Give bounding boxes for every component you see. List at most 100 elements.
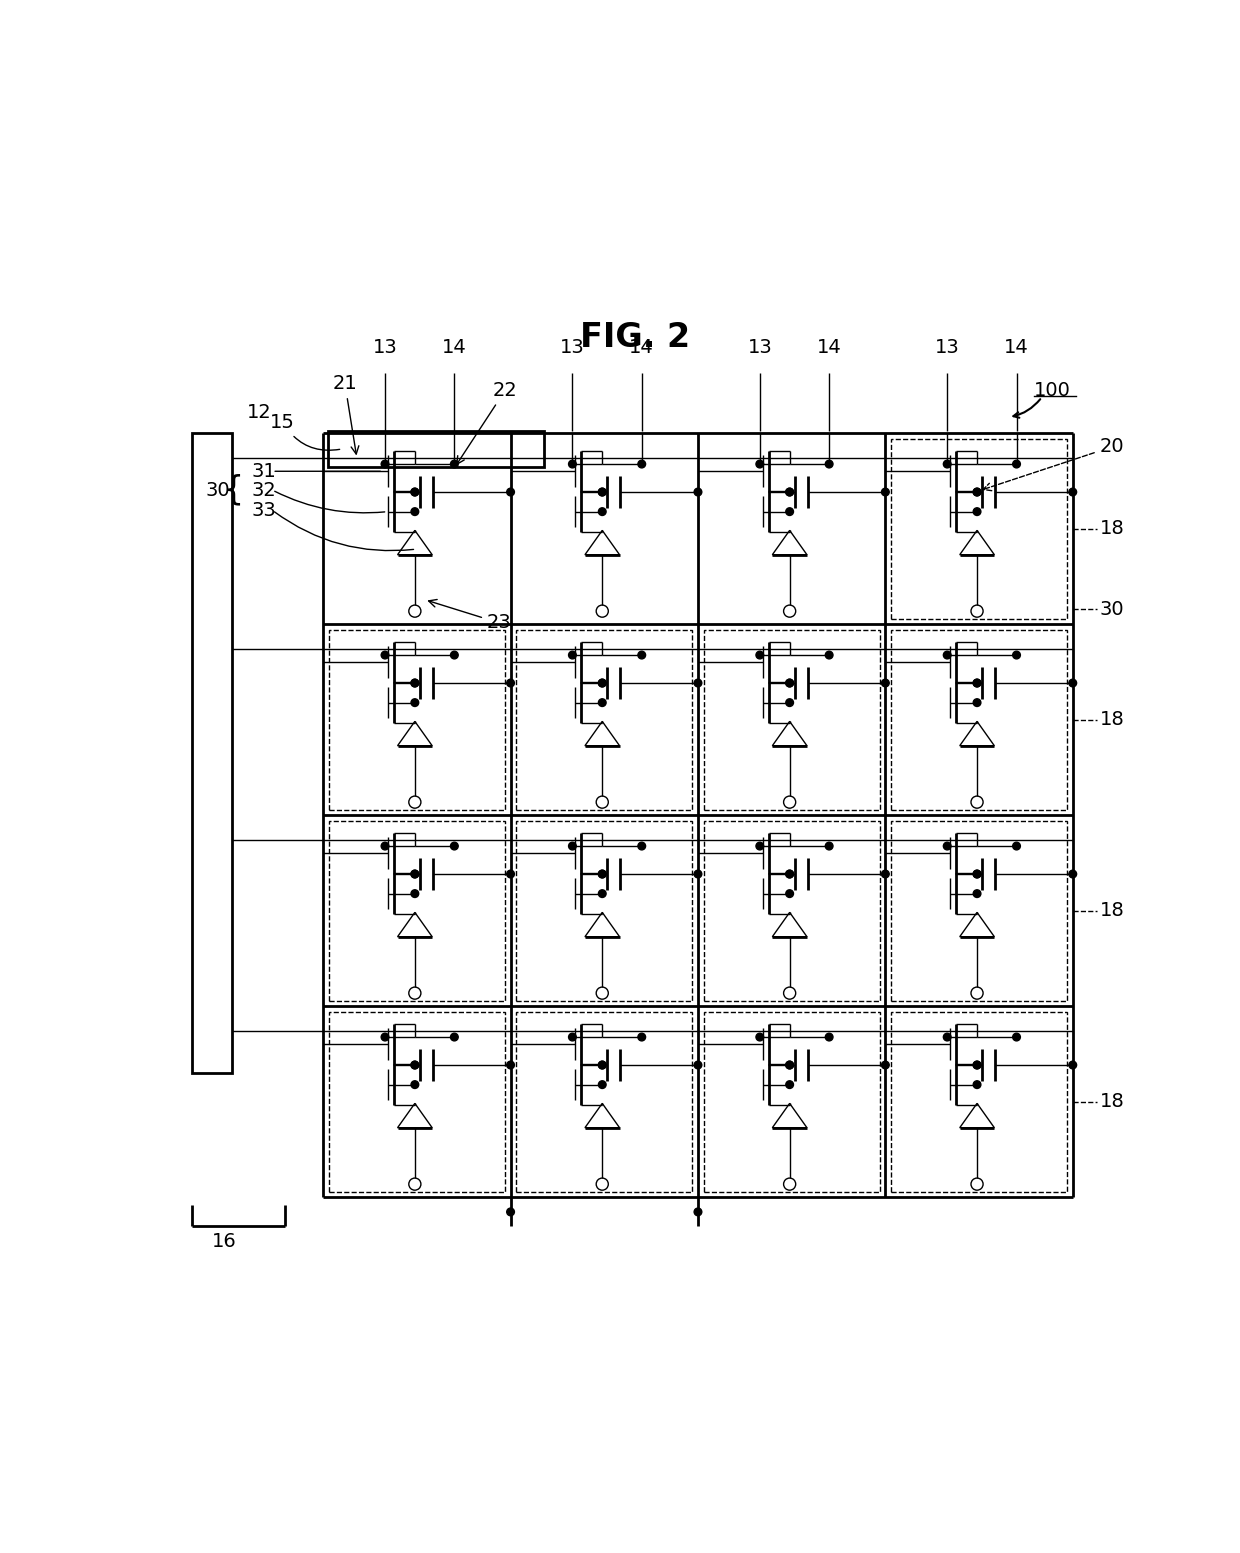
Circle shape — [973, 679, 981, 686]
Text: 18: 18 — [1100, 1092, 1125, 1112]
Text: 30: 30 — [205, 480, 229, 500]
Text: 18: 18 — [1100, 901, 1125, 921]
Circle shape — [599, 870, 606, 877]
Text: 20: 20 — [983, 438, 1125, 491]
Circle shape — [450, 842, 459, 849]
Bar — [892, 439, 1066, 618]
Circle shape — [450, 460, 459, 467]
Circle shape — [410, 870, 419, 877]
Circle shape — [599, 1081, 606, 1089]
Circle shape — [637, 1033, 646, 1041]
Circle shape — [410, 1061, 419, 1068]
Circle shape — [786, 508, 794, 516]
Circle shape — [569, 842, 577, 849]
Circle shape — [410, 1061, 419, 1068]
Circle shape — [786, 1061, 794, 1068]
Text: 22: 22 — [456, 380, 517, 464]
Circle shape — [694, 488, 702, 495]
Circle shape — [826, 842, 833, 849]
Circle shape — [973, 870, 981, 877]
Circle shape — [694, 1061, 702, 1068]
Circle shape — [786, 699, 794, 707]
Text: 16: 16 — [212, 1232, 237, 1252]
Circle shape — [599, 508, 606, 516]
Circle shape — [1069, 679, 1076, 686]
Circle shape — [882, 679, 889, 686]
Circle shape — [1013, 651, 1021, 658]
Bar — [329, 1013, 505, 1191]
Circle shape — [507, 870, 515, 877]
Circle shape — [410, 488, 419, 495]
Bar — [516, 1013, 692, 1191]
Circle shape — [786, 870, 794, 877]
Circle shape — [599, 1061, 606, 1068]
Circle shape — [786, 870, 794, 877]
Bar — [704, 631, 879, 809]
Circle shape — [410, 679, 419, 686]
Circle shape — [786, 890, 794, 898]
Circle shape — [973, 679, 981, 686]
Circle shape — [973, 699, 981, 707]
Circle shape — [637, 651, 646, 658]
Text: 23: 23 — [429, 599, 512, 632]
Circle shape — [786, 1061, 794, 1068]
Circle shape — [1013, 842, 1021, 849]
Text: 13: 13 — [560, 337, 585, 357]
Circle shape — [973, 1061, 981, 1068]
Circle shape — [599, 890, 606, 898]
Circle shape — [381, 651, 389, 658]
Bar — [892, 631, 1066, 809]
Circle shape — [786, 679, 794, 686]
Bar — [704, 1013, 879, 1191]
Circle shape — [410, 488, 419, 495]
Circle shape — [507, 488, 515, 495]
Circle shape — [1069, 1061, 1076, 1068]
Text: 18: 18 — [1100, 711, 1125, 730]
Bar — [191, 433, 232, 1073]
Circle shape — [1013, 460, 1021, 467]
Bar — [704, 822, 879, 1000]
Circle shape — [826, 460, 833, 467]
Bar — [327, 430, 544, 467]
Circle shape — [826, 1033, 833, 1041]
Text: 13: 13 — [748, 337, 773, 357]
Circle shape — [786, 488, 794, 495]
Circle shape — [826, 651, 833, 658]
Text: FIG. 2: FIG. 2 — [580, 321, 691, 354]
Text: 31: 31 — [250, 461, 275, 481]
Circle shape — [786, 679, 794, 686]
Circle shape — [786, 488, 794, 495]
Text: 13: 13 — [373, 337, 397, 357]
Circle shape — [944, 651, 951, 658]
Circle shape — [637, 460, 646, 467]
Text: 18: 18 — [1100, 520, 1125, 539]
Circle shape — [973, 508, 981, 516]
Circle shape — [973, 1061, 981, 1068]
Text: 12: 12 — [247, 402, 272, 422]
Circle shape — [450, 651, 459, 658]
Circle shape — [1013, 1033, 1021, 1041]
Circle shape — [381, 460, 389, 467]
Circle shape — [882, 488, 889, 495]
Circle shape — [410, 699, 419, 707]
Circle shape — [410, 1081, 419, 1089]
Text: 14: 14 — [1004, 337, 1029, 357]
Text: 14: 14 — [817, 337, 842, 357]
Circle shape — [599, 679, 606, 686]
Circle shape — [599, 679, 606, 686]
Circle shape — [381, 1033, 389, 1041]
Circle shape — [973, 488, 981, 495]
Circle shape — [507, 679, 515, 686]
Circle shape — [569, 1033, 577, 1041]
Circle shape — [599, 488, 606, 495]
Circle shape — [973, 488, 981, 495]
Text: 100: 100 — [1034, 380, 1071, 399]
Bar — [892, 822, 1066, 1000]
Circle shape — [694, 679, 702, 686]
Circle shape — [786, 1081, 794, 1089]
Circle shape — [410, 890, 419, 898]
Circle shape — [450, 1033, 459, 1041]
Text: 33: 33 — [250, 500, 275, 520]
Text: 21: 21 — [332, 374, 358, 453]
Bar — [329, 631, 505, 809]
